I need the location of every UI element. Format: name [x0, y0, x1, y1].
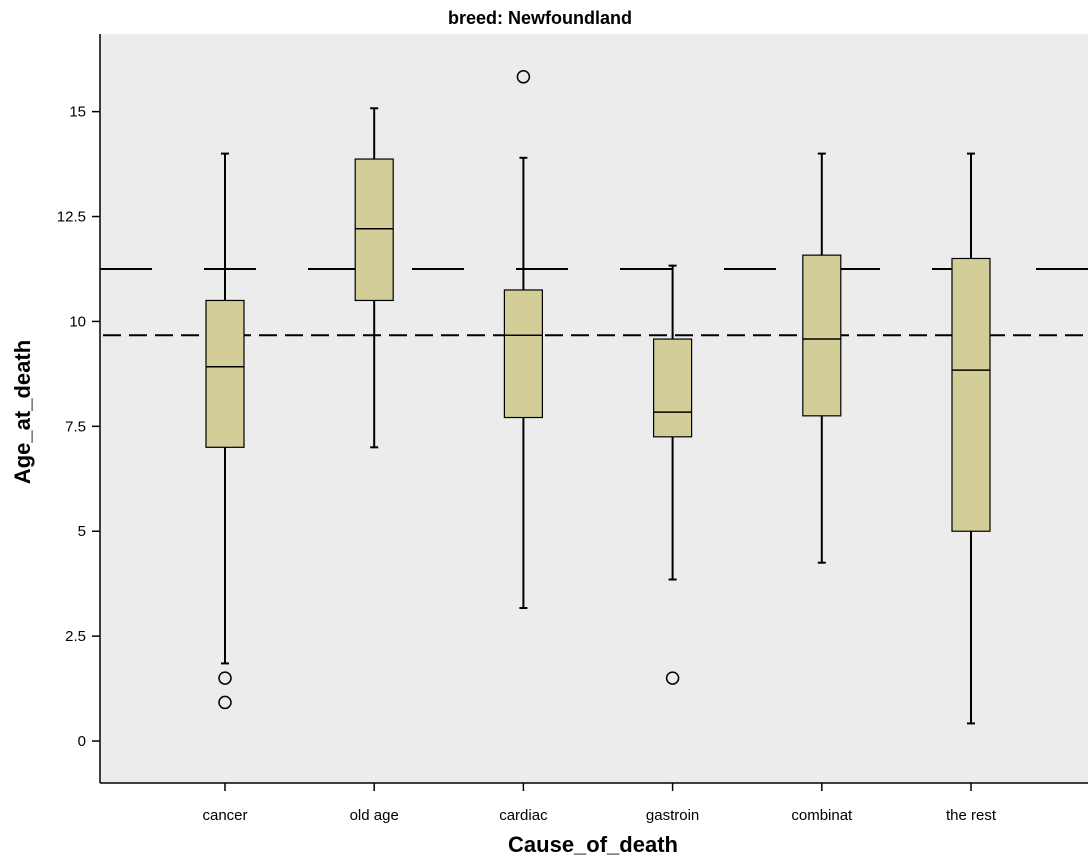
x-ticks: cancer old age cardiac gastroin combinat the …: [202, 783, 997, 824]
outlier-point-1: [218, 671, 232, 685]
x-tick-label: gastroin: [646, 807, 699, 824]
box-old-age: [354, 107, 394, 449]
box-iqr: [802, 254, 842, 417]
y-tick-label: 15: [69, 104, 86, 121]
x-tick-label: cancer: [202, 807, 247, 824]
reference-lines: [100, 267, 1088, 337]
box-iqr: [354, 158, 394, 302]
plot-area: [100, 34, 1088, 783]
chart-title: breed: Newfoundland: [448, 8, 632, 28]
y-tick-label: 10: [69, 313, 86, 330]
box-iqr: [951, 257, 991, 532]
axes: [99, 34, 1088, 784]
x-tick-label: the rest: [946, 807, 997, 824]
box-iqr: [652, 338, 693, 438]
x-axis-label: Cause_of_death: [508, 832, 678, 857]
y-ticks: 0 2.5 5 7.5 10 12.5 15: [57, 104, 100, 750]
y-axis-label: Age_at_death: [10, 340, 35, 484]
box-iqr: [503, 289, 543, 419]
box-cancer: [205, 152, 245, 710]
outlier-point-1: [516, 70, 531, 84]
box-series: [205, 70, 991, 725]
box-iqr: [205, 299, 245, 448]
x-tick-label: cardiac: [499, 807, 548, 824]
y-tick-label: 5: [78, 523, 86, 540]
box-combinat: [802, 152, 842, 564]
outlier-point-2: [218, 695, 232, 710]
box-cardiac: [503, 70, 543, 610]
outlier-point-1: [665, 671, 680, 685]
y-tick-label: 7.5: [65, 418, 86, 435]
box-gastroin: [652, 264, 693, 685]
x-tick-label: combinat: [791, 807, 853, 824]
x-tick-label: old age: [350, 807, 399, 824]
y-tick-label: 2.5: [65, 628, 86, 645]
y-tick-label: 0: [78, 733, 86, 750]
box-the-rest: [951, 152, 991, 725]
y-tick-label: 12.5: [57, 209, 86, 226]
